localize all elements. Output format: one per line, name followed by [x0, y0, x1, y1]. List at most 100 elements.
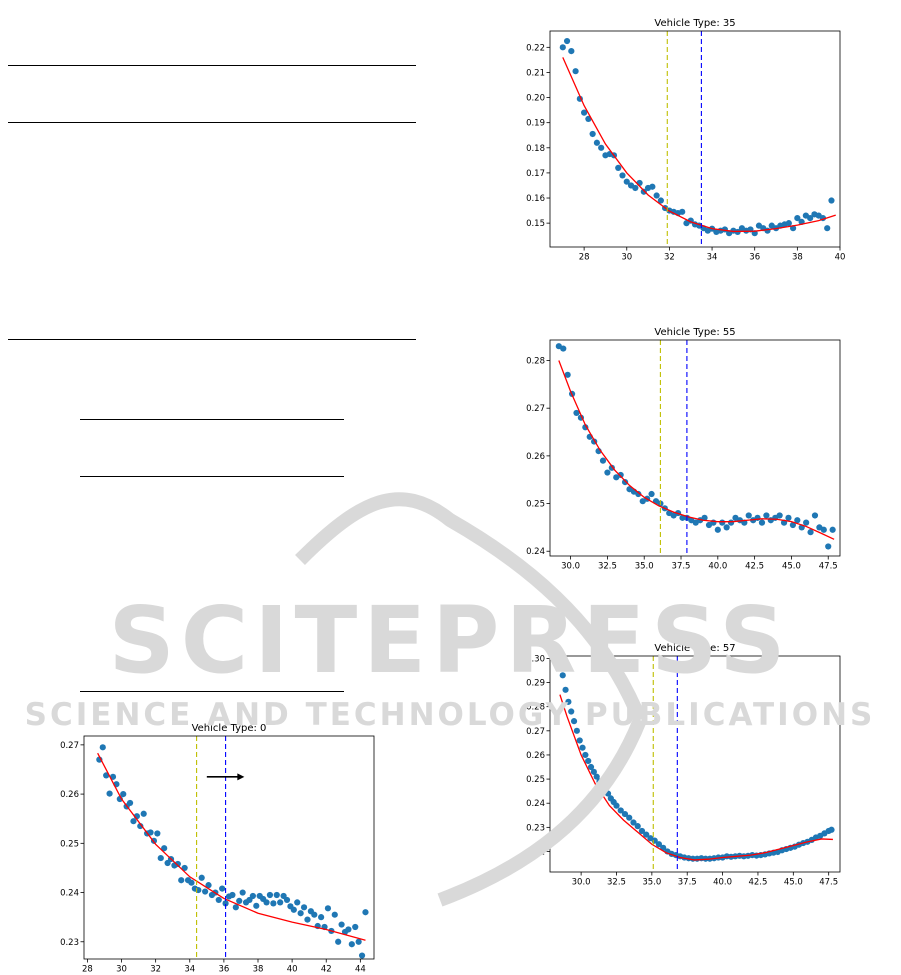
data-point — [99, 744, 106, 751]
x-tick-label: 40 — [287, 965, 298, 975]
data-point — [188, 879, 195, 886]
y-tick-label: 0.16 — [526, 194, 545, 204]
chart-1: Vehicle Type: 35 28 30 32 34 36 38 40 0.15 0.16 0.… — [526, 18, 845, 263]
data-point — [294, 899, 301, 906]
data-point — [120, 790, 127, 798]
data-point — [604, 469, 611, 476]
data-point — [657, 197, 664, 204]
table2-rule-bottom — [80, 691, 344, 692]
data-point — [130, 818, 137, 825]
data-point — [205, 882, 212, 889]
x-tick-label: 38 — [792, 253, 803, 263]
y-tick-label: 0.22 — [526, 847, 545, 857]
data-point — [825, 543, 832, 550]
data-point — [570, 718, 578, 725]
data-point — [147, 829, 154, 836]
data-point — [140, 810, 147, 817]
data-point — [576, 737, 583, 744]
data-point — [794, 215, 801, 222]
x-tick-label: 40.0 — [713, 878, 732, 888]
data-point — [157, 854, 164, 862]
data-point — [581, 109, 588, 116]
data-point — [785, 220, 792, 227]
data-point — [632, 184, 639, 192]
data-point — [311, 911, 318, 918]
x-tick-label: 47.5 — [819, 878, 838, 888]
data-point — [568, 47, 575, 55]
x-tick-label: 35.0 — [635, 562, 654, 572]
y-tick-label: 0.19 — [526, 119, 545, 129]
data-point — [563, 37, 571, 45]
chart-title: Vehicle Type: 57 — [654, 643, 735, 654]
y-tick-label: 0.26 — [526, 452, 545, 462]
table2-rule-mid — [80, 476, 344, 477]
data-point — [137, 822, 144, 830]
table-rule-top — [8, 65, 416, 66]
data-point — [202, 888, 209, 895]
data-point — [719, 519, 726, 526]
data-point — [807, 529, 814, 536]
data-point — [229, 891, 236, 899]
plot-area — [559, 31, 836, 247]
x-tick-label: 44 — [355, 965, 366, 975]
x-tick-label: 32.5 — [598, 562, 617, 572]
x-tick-label: 45.0 — [784, 878, 803, 888]
data-point — [154, 830, 161, 837]
x-tick-label: 35.0 — [642, 878, 661, 888]
x-tick-label: 34 — [184, 965, 195, 975]
x-tick-label: 42 — [321, 965, 332, 975]
x-tick-label: 28 — [579, 253, 590, 263]
data-point — [585, 757, 592, 765]
x-tick-label: 37.5 — [678, 878, 697, 888]
data-point — [648, 490, 655, 498]
chart-2: Vehicle Type: 55 30.0 32.5 35.0 37.5 40.0 42.5… — [526, 327, 841, 572]
data-point — [174, 860, 181, 868]
data-point — [331, 911, 338, 918]
fit-curve — [562, 57, 836, 233]
y-tick-label: 0.30 — [526, 654, 545, 664]
data-point — [283, 896, 291, 904]
data-point — [803, 519, 810, 526]
data-point — [300, 904, 308, 911]
x-tick-label: 42.5 — [745, 562, 764, 572]
data-point — [253, 902, 260, 909]
data-point — [215, 896, 222, 904]
x-tick-label: 40 — [835, 253, 846, 263]
data-point — [236, 897, 243, 905]
data-point — [634, 823, 641, 830]
data-point — [776, 512, 783, 519]
data-point — [623, 178, 630, 185]
data-point — [598, 144, 605, 151]
data-point — [249, 892, 256, 900]
x-tick-label: 36 — [749, 253, 760, 263]
x-tick-label: 30.0 — [561, 562, 580, 572]
data-point — [222, 900, 229, 907]
data-point — [345, 926, 352, 933]
fit-curve — [559, 694, 833, 861]
data-point — [304, 916, 311, 923]
plot-area — [96, 736, 369, 959]
data-point — [649, 183, 656, 190]
data-point — [297, 910, 304, 917]
data-point — [679, 208, 686, 215]
data-point — [593, 139, 601, 146]
data-point — [789, 521, 796, 529]
data-point — [763, 512, 770, 519]
y-tick-label: 0.23 — [526, 823, 545, 833]
data-point — [277, 899, 284, 906]
x-tick-label: 34 — [707, 253, 718, 263]
data-point — [352, 923, 359, 931]
data-point — [324, 905, 332, 912]
data-point — [811, 512, 819, 519]
data-point — [239, 889, 246, 896]
y-tick-label: 0.18 — [526, 144, 545, 154]
chart-title: Vehicle Type: 0 — [192, 723, 267, 734]
data-point — [232, 904, 239, 911]
data-point — [560, 345, 567, 352]
arrow-head — [237, 773, 245, 781]
x-tick-label: 32.5 — [607, 878, 626, 888]
data-point — [727, 519, 735, 526]
data-point — [106, 790, 113, 797]
chart-title: Vehicle Type: 55 — [654, 327, 735, 338]
data-point — [273, 891, 280, 899]
